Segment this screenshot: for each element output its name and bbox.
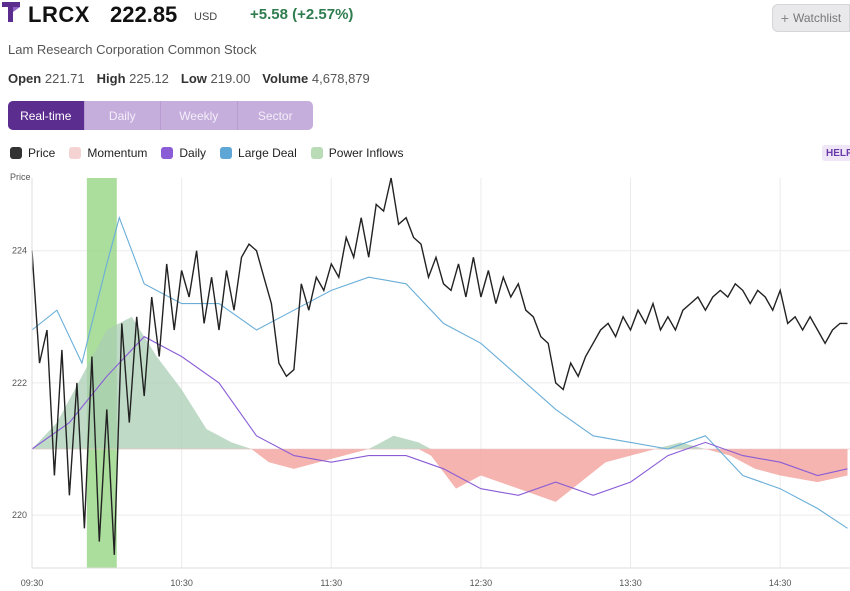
momentum-area: [32, 316, 850, 502]
volume-label: Volume: [262, 71, 309, 86]
legend-swatch-price: [10, 147, 22, 159]
legend-label: Daily: [179, 146, 207, 160]
large-deal-line: [31, 215, 848, 529]
legend-daily[interactable]: Daily: [161, 146, 206, 160]
legend-swatch-power-inflows: [310, 147, 323, 159]
legend-price[interactable]: Price: [10, 146, 55, 160]
legend-label: Momentum: [87, 146, 148, 160]
add-watchlist-button[interactable]: + Watchlist: [772, 4, 850, 32]
open-value: 221.71: [44, 71, 85, 86]
volume-value: 4,678,879: [311, 71, 370, 86]
intraday-chart[interactable]: 220 222 224 09:30 10:30 11:30 12:30 13:30 14:30 P…: [0, 170, 850, 591]
daily-line: [31, 335, 848, 496]
price-line: [31, 177, 848, 555]
legend-swatch-momentum: [69, 147, 82, 159]
legend-swatch-daily: [161, 147, 174, 159]
price-change: +5.58 (+2.57%): [250, 6, 354, 23]
legend-power-inflows[interactable]: Power Inflows: [310, 146, 404, 160]
tab-sector[interactable]: Sector: [257, 108, 293, 123]
x-tick-label: 10:30: [170, 578, 193, 588]
low-value: 219.00: [210, 71, 251, 86]
legend-swatch-large-deal: [220, 147, 233, 159]
y-tick-label: 220: [12, 510, 27, 520]
legend-large-deal[interactable]: Large Deal: [220, 146, 297, 160]
legend-momentum[interactable]: Momentum: [69, 146, 147, 160]
momentum-negative-area: [32, 449, 848, 502]
ohlc-summary: Open 221.71 High 225.12 Low 219.00 Volum…: [8, 71, 382, 86]
tab-real-time[interactable]: Real-time: [8, 101, 85, 130]
legend-label: Large Deal: [238, 146, 297, 160]
open-label: Open: [8, 71, 42, 86]
momentum-positive-area: [32, 316, 848, 450]
plus-icon: +: [780, 10, 789, 26]
x-tick-label: 09:30: [21, 578, 44, 588]
low-label: Low: [180, 71, 207, 86]
help-button[interactable]: HELP: [822, 145, 850, 161]
y-axis-title: Price: [10, 172, 31, 182]
x-tick-label: 11:30: [320, 578, 342, 588]
last-price: 222.85: [110, 2, 178, 27]
ticker-symbol: LRCX: [28, 2, 90, 27]
y-tick-label: 224: [12, 246, 27, 256]
brand-logo-icon: [2, 2, 20, 22]
legend-label: Price: [28, 146, 56, 160]
tab-weekly[interactable]: Weekly: [161, 101, 238, 130]
legend-label: Power Inflows: [328, 146, 404, 160]
chart-legend: Price Momentum Daily Large Deal Power In…: [10, 146, 417, 160]
x-tick-label: 12:30: [470, 578, 493, 588]
chart-axes: 220 222 224 09:30 10:30 11:30 12:30 13:30 14:30 P…: [10, 172, 850, 588]
watchlist-label: Watchlist: [792, 11, 842, 25]
x-tick-label: 13:30: [619, 578, 642, 588]
high-value: 225.12: [129, 71, 169, 86]
y-tick-label: 222: [12, 378, 27, 388]
tab-daily[interactable]: Daily: [85, 101, 161, 130]
company-name: Lam Research Corporation Common Stock: [8, 42, 257, 57]
high-label: High: [96, 71, 126, 86]
currency-label: USD: [194, 11, 218, 23]
x-tick-label: 14:30: [769, 578, 792, 588]
timeframe-tabs: Real-time Daily Weekly Sector: [8, 101, 313, 130]
chart-lines: [31, 177, 848, 555]
